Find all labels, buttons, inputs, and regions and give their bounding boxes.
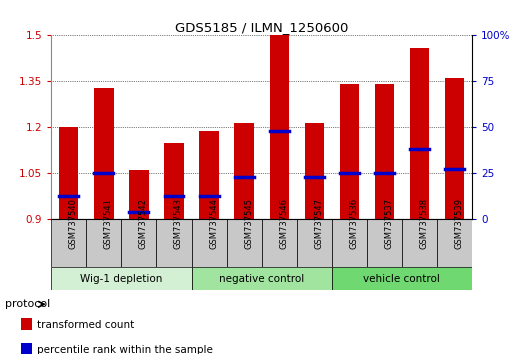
Text: GSM737543: GSM737543 <box>174 198 183 249</box>
Bar <box>305 123 324 219</box>
Text: GSM737538: GSM737538 <box>419 198 428 249</box>
Bar <box>227 219 262 267</box>
Bar <box>129 170 149 219</box>
Text: transformed count: transformed count <box>37 320 134 330</box>
Text: GSM737541: GSM737541 <box>104 198 113 249</box>
Text: GSM737536: GSM737536 <box>349 198 358 249</box>
Text: GSM737537: GSM737537 <box>384 198 393 249</box>
Text: negative control: negative control <box>219 274 304 284</box>
Bar <box>156 219 191 267</box>
Bar <box>191 267 332 290</box>
Text: GSM737542: GSM737542 <box>139 198 148 249</box>
Bar <box>262 219 297 267</box>
Bar <box>122 219 156 267</box>
Bar <box>21 318 32 330</box>
Bar <box>164 143 184 219</box>
Text: GSM737539: GSM737539 <box>455 198 463 249</box>
Bar <box>86 219 122 267</box>
Text: Wig-1 depletion: Wig-1 depletion <box>80 274 163 284</box>
Bar <box>402 219 437 267</box>
Bar <box>200 131 219 219</box>
Bar <box>437 219 472 267</box>
Bar <box>374 85 394 219</box>
Text: GSM737544: GSM737544 <box>209 198 218 249</box>
Text: protocol: protocol <box>5 299 50 309</box>
Bar <box>332 267 472 290</box>
Text: GSM737546: GSM737546 <box>279 198 288 249</box>
Bar <box>332 219 367 267</box>
Bar <box>59 127 78 219</box>
Bar <box>269 35 289 219</box>
Bar <box>410 48 429 219</box>
Text: GSM737545: GSM737545 <box>244 198 253 249</box>
Bar <box>51 219 86 267</box>
Bar <box>51 267 191 290</box>
Bar <box>340 85 359 219</box>
Title: GDS5185 / ILMN_1250600: GDS5185 / ILMN_1250600 <box>175 21 348 34</box>
Bar <box>445 78 464 219</box>
Bar <box>94 87 113 219</box>
Text: percentile rank within the sample: percentile rank within the sample <box>37 344 213 354</box>
Bar <box>21 343 32 354</box>
Bar <box>234 123 254 219</box>
Text: vehicle control: vehicle control <box>363 274 440 284</box>
Bar <box>191 219 227 267</box>
Bar <box>297 219 332 267</box>
Bar <box>367 219 402 267</box>
Text: GSM737547: GSM737547 <box>314 198 323 249</box>
Text: GSM737540: GSM737540 <box>69 198 78 249</box>
